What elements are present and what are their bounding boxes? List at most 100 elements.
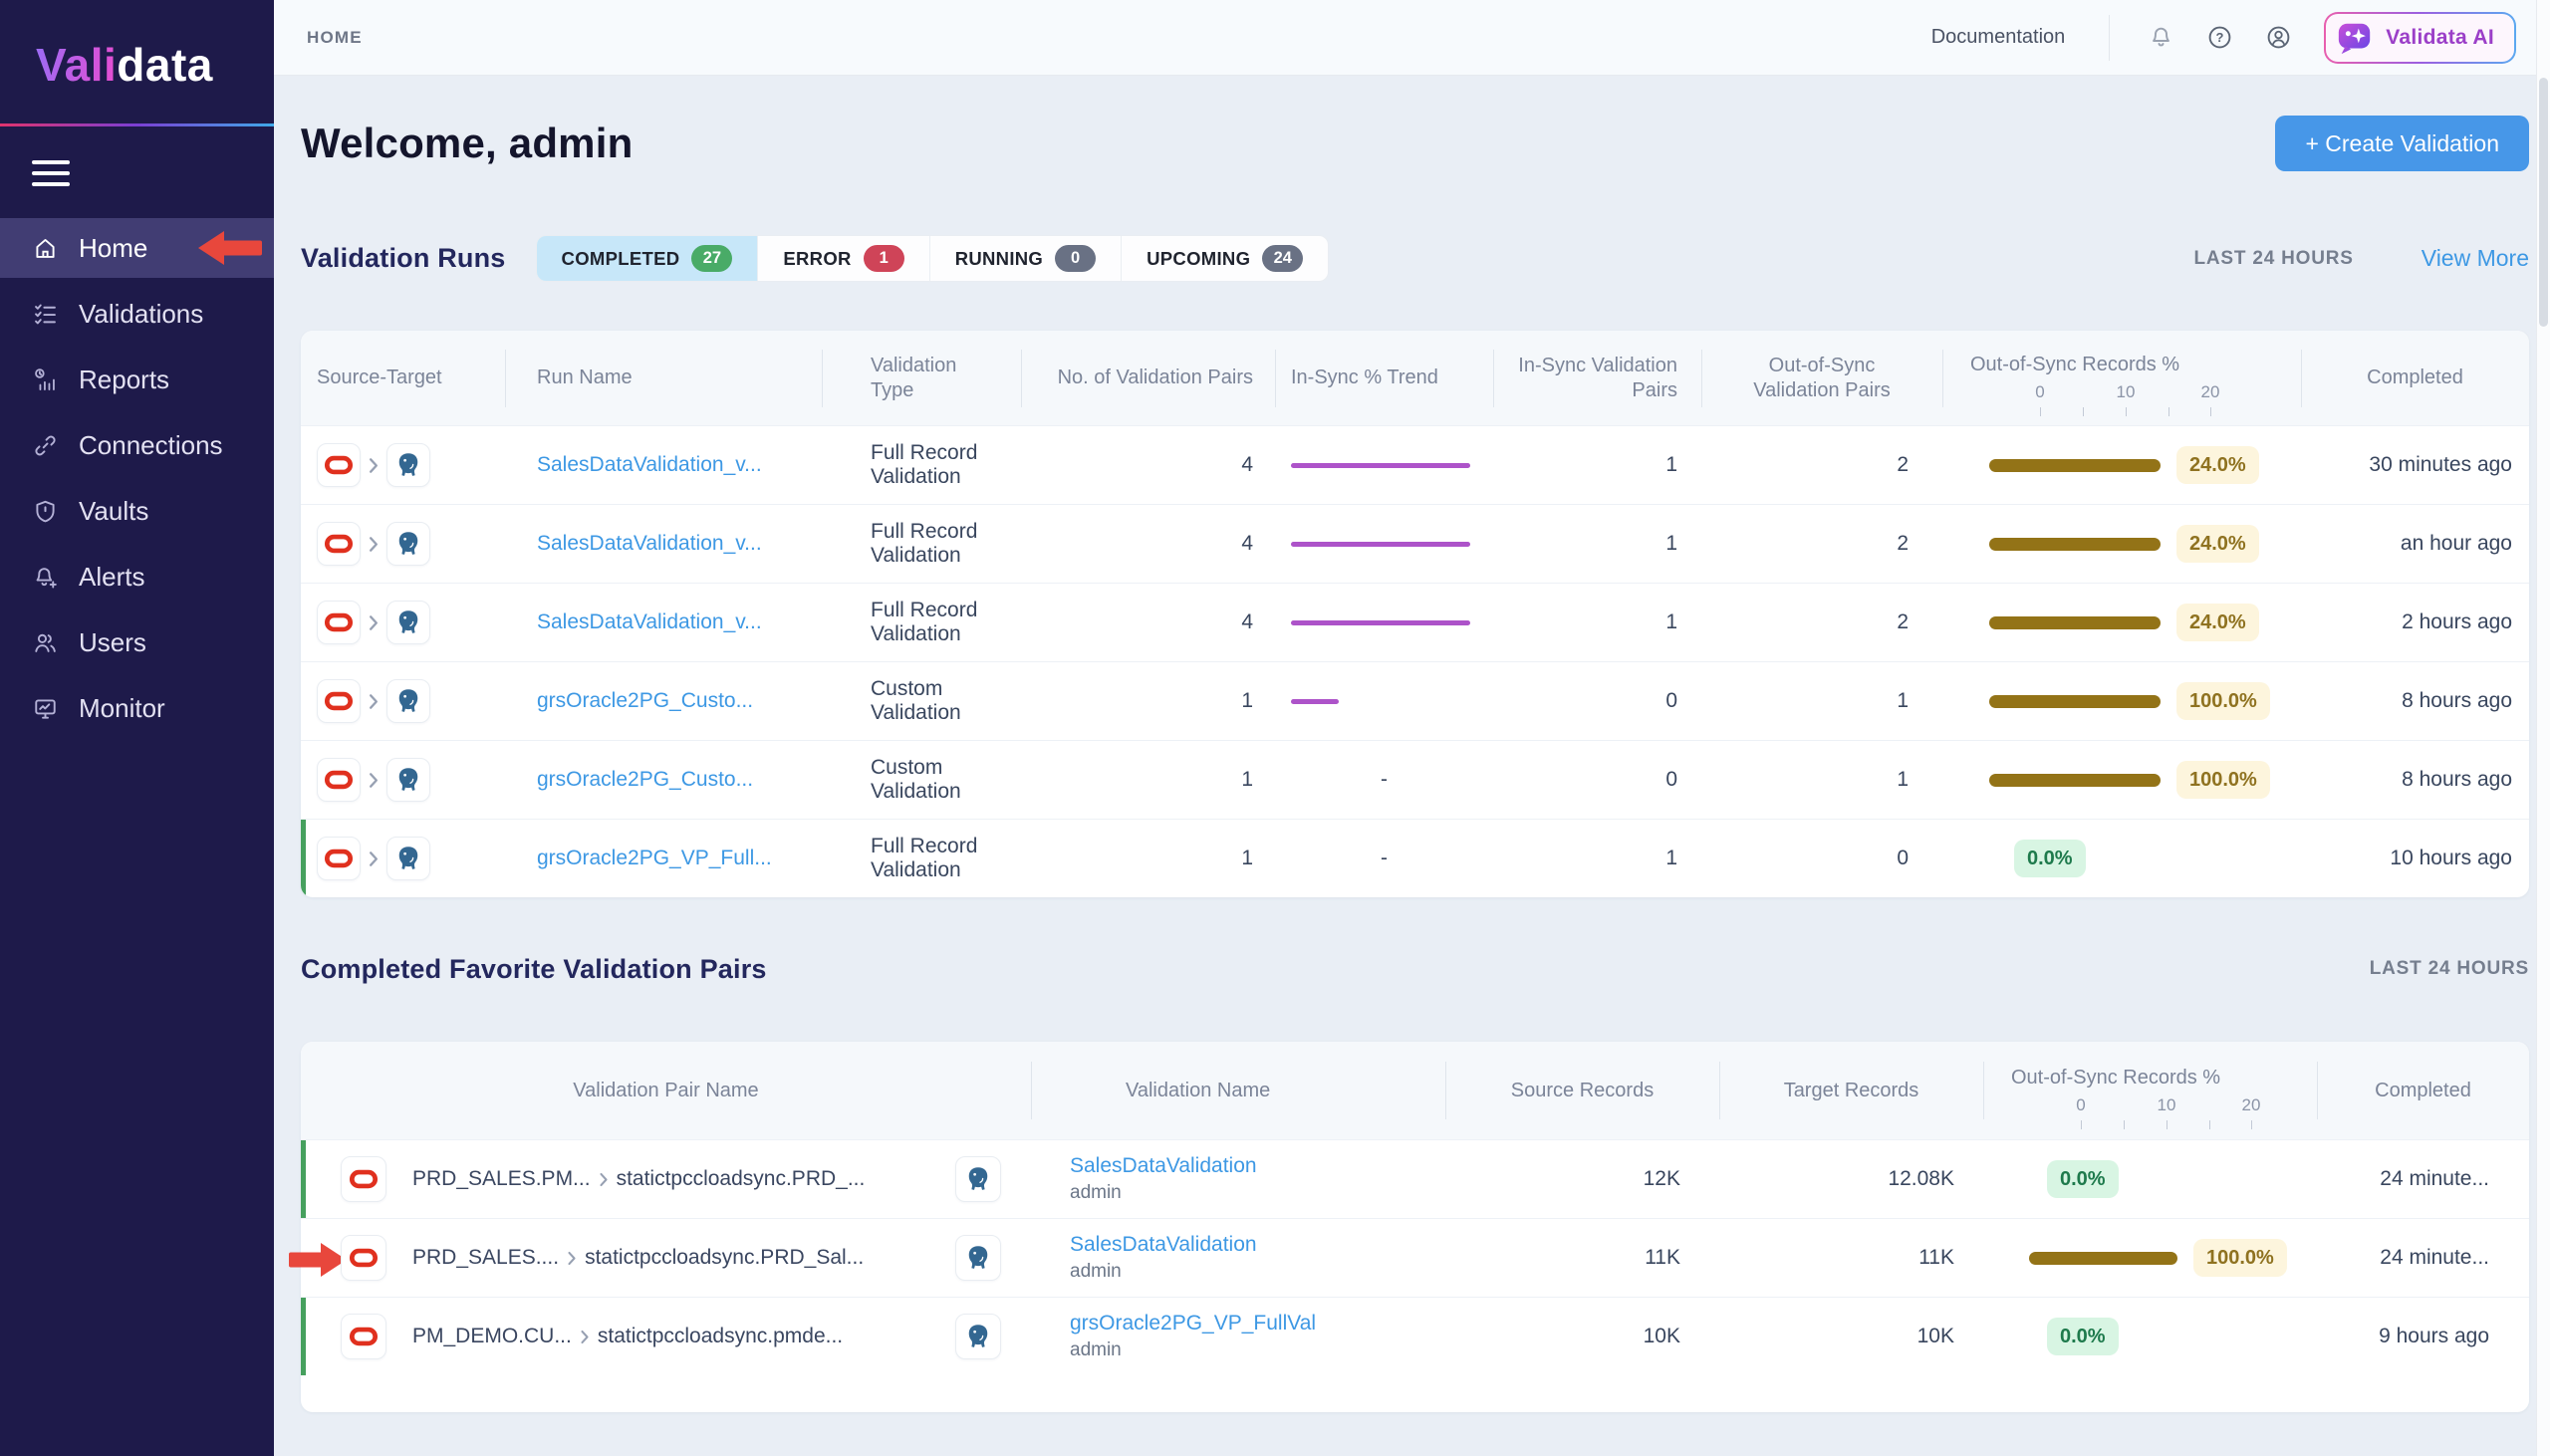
- chevron-right-icon: [598, 1171, 610, 1188]
- tab-running[interactable]: RUNNING 0: [929, 236, 1121, 281]
- completed-time: 9 hours ago: [2317, 1298, 2529, 1375]
- validation-type: Full Record Validation: [822, 505, 1021, 583]
- validation-name-link[interactable]: grsOracle2PG_VP_FullVal: [1070, 1310, 1316, 1337]
- tab-error[interactable]: ERROR 1: [757, 236, 928, 281]
- chevron-right-icon: [368, 535, 380, 554]
- table-row[interactable]: SalesDataValidation_v... Full Record Val…: [301, 504, 2529, 583]
- tab-label: UPCOMING: [1147, 248, 1250, 270]
- run-name-link[interactable]: SalesDataValidation_v...: [537, 453, 762, 477]
- owner-label: admin: [1070, 1337, 1316, 1363]
- sidebar-item-users[interactable]: Users: [0, 609, 274, 675]
- target-records: 10K: [1719, 1298, 1983, 1375]
- completed-time: 2 hours ago: [2301, 584, 2529, 661]
- postgres-icon: [386, 522, 430, 566]
- table-row[interactable]: PRD_SALES.PM... statictpccloadsync.PRD_.…: [301, 1139, 2529, 1218]
- mini-axis: 0 10 20: [1989, 381, 2218, 415]
- status-tabs: COMPLETED 27 ERROR 1 RUNNING 0 UPCOMING …: [536, 235, 1330, 282]
- out-of-sync-bar: [2029, 1252, 2177, 1265]
- validation-name-link[interactable]: SalesDataValidation: [1070, 1231, 1257, 1259]
- run-name-link[interactable]: grsOracle2PG_VP_Full...: [537, 847, 772, 870]
- in-sync-count: 1: [1493, 820, 1701, 897]
- ai-button-label: Validata AI: [2386, 26, 2494, 50]
- sidebar-item-home[interactable]: Home: [0, 218, 274, 278]
- tab-upcoming[interactable]: UPCOMING 24: [1121, 236, 1328, 281]
- in-sync-trend-sparkline: [1291, 542, 1470, 547]
- running-count-badge: 0: [1055, 245, 1096, 272]
- hamburger-menu-icon[interactable]: [32, 160, 70, 186]
- pct-badge: 100.0%: [2176, 761, 2270, 799]
- pairs-count: 1: [1021, 820, 1275, 897]
- table-header: Source-Target Run Name Validation Type N…: [301, 331, 2529, 425]
- breadcrumb[interactable]: HOME: [307, 28, 363, 48]
- sidebar-nav: Home Validations Reports Connections Vau…: [0, 218, 274, 741]
- pct-badge: 24.0%: [2176, 604, 2259, 641]
- sidebar-item-connections[interactable]: Connections: [0, 412, 274, 478]
- reports-chart-icon: [32, 366, 59, 393]
- postgres-icon: [386, 837, 430, 880]
- run-name-link[interactable]: SalesDataValidation_v...: [537, 532, 762, 556]
- documentation-link[interactable]: Documentation: [1931, 26, 2066, 49]
- postgres-icon: [386, 601, 430, 644]
- completed-time: 24 minute...: [2317, 1140, 2529, 1218]
- in-sync-trend-sparkline: [1291, 463, 1470, 468]
- pct-badge: 0.0%: [2047, 1318, 2119, 1355]
- scrollbar[interactable]: [2536, 0, 2550, 1456]
- pct-badge: 24.0%: [2176, 525, 2259, 563]
- sidebar-item-label: Alerts: [79, 562, 144, 593]
- monitor-icon: [32, 695, 59, 722]
- validata-ai-button[interactable]: Validata AI: [2324, 12, 2516, 64]
- validation-type: Custom Validation: [822, 662, 1021, 740]
- notifications-bell-icon[interactable]: [2148, 24, 2174, 51]
- sidebar-item-label: Users: [79, 627, 146, 658]
- scrollbar-thumb[interactable]: [2539, 78, 2548, 327]
- app-logo[interactable]: Validata: [0, 0, 274, 123]
- table-row[interactable]: grsOracle2PG_Custo... Custom Validation …: [301, 661, 2529, 740]
- tab-completed[interactable]: COMPLETED 27: [537, 236, 758, 281]
- oracle-icon: [317, 601, 361, 644]
- in-sync-count: 0: [1493, 741, 1701, 819]
- pairs-count: 1: [1021, 741, 1275, 819]
- out-of-sync-count: 0: [1701, 820, 1942, 897]
- validation-name-link[interactable]: SalesDataValidation: [1070, 1152, 1257, 1180]
- sidebar-item-alerts[interactable]: Alerts: [0, 544, 274, 609]
- chevron-right-icon: [579, 1329, 591, 1345]
- table-row[interactable]: grsOracle2PG_Custo... Custom Validation …: [301, 740, 2529, 819]
- col-validation-type: Validation Type: [822, 331, 991, 425]
- table-row[interactable]: PM_DEMO.CU... statictpccloadsync.pmde...…: [301, 1297, 2529, 1375]
- sidebar-item-validations[interactable]: Validations: [0, 281, 274, 347]
- sidebar-item-label: Reports: [79, 364, 169, 395]
- account-icon[interactable]: [2265, 24, 2292, 51]
- sidebar-item-reports[interactable]: Reports: [0, 347, 274, 412]
- out-of-sync-bar: [1989, 616, 2161, 629]
- sidebar-item-label: Home: [79, 233, 147, 264]
- run-name-link[interactable]: SalesDataValidation_v...: [537, 610, 762, 634]
- pct-badge: 24.0%: [2176, 446, 2259, 484]
- table-row[interactable]: SalesDataValidation_v... Full Record Val…: [301, 583, 2529, 661]
- pairs-count: 4: [1021, 584, 1275, 661]
- help-icon[interactable]: [2206, 24, 2233, 51]
- oracle-icon: [317, 443, 361, 487]
- col-out-of-sync-records: Out-of-Sync Records % 0 10 20: [1942, 331, 2301, 425]
- table-row[interactable]: SalesDataValidation_v... Full Record Val…: [301, 425, 2529, 504]
- sidebar-item-monitor[interactable]: Monitor: [0, 675, 274, 741]
- validation-type: Custom Validation: [822, 741, 1021, 819]
- table-row[interactable]: PRD_SALES.... statictpccloadsync.PRD_Sal…: [301, 1218, 2529, 1297]
- sidebar: Validata Home Validations Reports Connec…: [0, 0, 274, 1456]
- chevron-right-icon: [368, 771, 380, 790]
- oracle-icon: [341, 1235, 386, 1281]
- run-name-link[interactable]: grsOracle2PG_Custo...: [537, 768, 753, 792]
- postgres-icon: [955, 1314, 1001, 1359]
- create-validation-button[interactable]: + Create Validation: [2275, 116, 2529, 171]
- users-icon: [32, 629, 59, 656]
- sidebar-item-vaults[interactable]: Vaults: [0, 478, 274, 544]
- view-more-link[interactable]: View More: [2422, 245, 2529, 272]
- col-validation-name: Validation Name: [1031, 1042, 1445, 1139]
- period-label: LAST 24 HOURS: [2370, 958, 2529, 980]
- col-no-of-pairs: No. of Validation Pairs: [1021, 331, 1275, 425]
- source-pair-name: PM_DEMO.CU...: [412, 1325, 572, 1348]
- run-name-link[interactable]: grsOracle2PG_Custo...: [537, 689, 753, 713]
- table-row[interactable]: grsOracle2PG_VP_Full... Full Record Vali…: [301, 819, 2529, 897]
- connections-link-icon: [32, 432, 59, 459]
- out-of-sync-count: 1: [1701, 741, 1942, 819]
- chevron-right-icon: [566, 1250, 578, 1267]
